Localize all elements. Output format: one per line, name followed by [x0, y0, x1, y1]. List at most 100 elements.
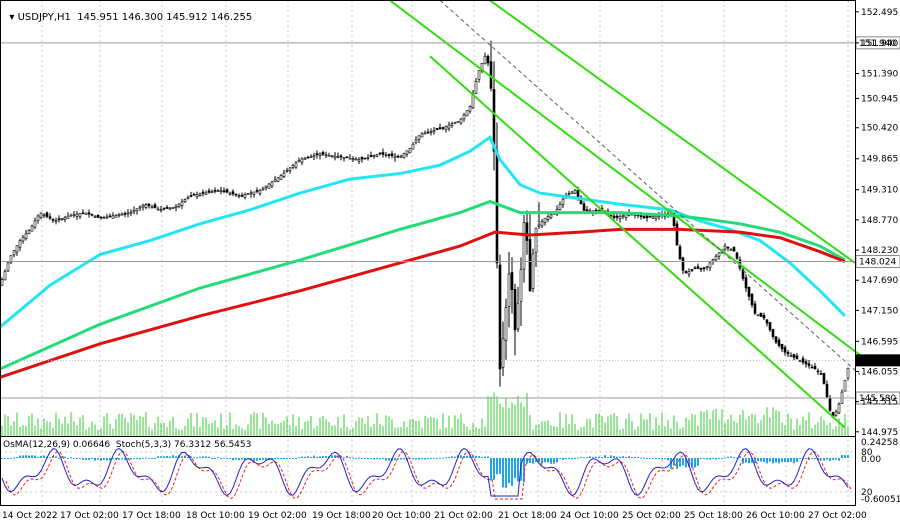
- osma-bar: [112, 458, 114, 460]
- osma-bar: [430, 458, 432, 459]
- time-tick-label: 19 Oct 02:00: [248, 511, 307, 521]
- candle-body: [213, 190, 217, 192]
- candle-body: [9, 255, 13, 263]
- osma-bar: [637, 456, 639, 458]
- candle-body: [354, 158, 358, 161]
- osma-bar: [811, 458, 813, 459]
- candle-body: [432, 130, 436, 133]
- price-tick-label: 145.515: [861, 398, 898, 408]
- osma-bar: [310, 456, 312, 458]
- osma-bar: [772, 458, 774, 464]
- osma-bar: [727, 456, 729, 458]
- candle-body: [132, 210, 136, 213]
- trend-channel-lines: [389, 0, 861, 429]
- osma-bar: [148, 457, 150, 459]
- candle-body: [444, 126, 448, 130]
- candle-body: [759, 312, 763, 317]
- osma-bar: [43, 455, 45, 458]
- osma-bar: [496, 458, 498, 475]
- candle-body: [810, 366, 814, 369]
- candle-body: [246, 193, 250, 195]
- osma-bar: [436, 458, 438, 459]
- candle-body: [120, 213, 124, 216]
- osma-bar: [829, 458, 831, 461]
- osma-bar: [586, 457, 588, 459]
- osma-bar: [550, 458, 552, 464]
- stoch-signal-line: [5, 450, 853, 500]
- candle-body: [693, 267, 697, 270]
- candle-body: [321, 152, 325, 155]
- osma-bar: [463, 456, 465, 458]
- candle-body: [231, 191, 235, 195]
- candle-body: [114, 214, 118, 218]
- osma-bar: [379, 458, 381, 460]
- osma-bar: [193, 457, 195, 459]
- osma-bar: [748, 458, 750, 464]
- candle-body: [369, 154, 373, 157]
- osma-bar: [322, 456, 324, 458]
- candle-body: [681, 257, 685, 271]
- candle-body: [333, 155, 337, 159]
- candle-body: [222, 190, 226, 193]
- osma-bar: [625, 456, 627, 458]
- candle-body: [804, 361, 808, 365]
- candle-body: [546, 216, 550, 220]
- candle-body: [408, 148, 412, 154]
- candle-body: [348, 157, 352, 160]
- osma-bar: [73, 458, 75, 459]
- candle-body: [129, 211, 133, 214]
- osma-bar: [631, 457, 633, 459]
- osma-bar: [394, 458, 396, 461]
- osma-bar: [571, 458, 573, 460]
- candle-body: [66, 215, 70, 219]
- osma-bar: [556, 458, 558, 463]
- osma-bar: [115, 458, 117, 460]
- candle-body: [54, 220, 58, 222]
- candle-body: [237, 195, 241, 197]
- osma-bar: [316, 456, 318, 458]
- osma-bar: [733, 457, 735, 459]
- candle-body: [264, 185, 268, 189]
- candle-body: [486, 55, 490, 64]
- candle-body: [90, 213, 94, 216]
- osma-bar: [499, 458, 501, 474]
- candle-body: [495, 150, 499, 264]
- osma-bar: [202, 456, 204, 458]
- osma-bar: [808, 458, 810, 460]
- osma-bar: [760, 458, 762, 462]
- candle-body: [3, 270, 7, 281]
- candle-body: [108, 215, 112, 218]
- candle-body: [195, 194, 199, 198]
- osma-bar: [175, 456, 177, 458]
- osma-bar: [109, 458, 111, 461]
- indicator-tick-label: 0.00: [861, 455, 881, 465]
- osma-bar: [85, 458, 87, 461]
- candle-body: [531, 253, 535, 289]
- candle-body: [771, 329, 775, 337]
- time-tick-label: 25 Oct 18:00: [684, 511, 743, 521]
- candle-body: [441, 127, 445, 129]
- candle-body: [126, 212, 130, 215]
- osma-bar: [487, 456, 489, 458]
- osma-bar: [754, 458, 756, 464]
- osma-bar: [304, 456, 306, 458]
- osma-bar: [466, 455, 468, 458]
- candle-body: [105, 216, 109, 219]
- osma-bar: [415, 458, 417, 460]
- indicator-tick-label: -0.60051: [861, 495, 900, 505]
- candle-body: [267, 183, 271, 189]
- osma-bar: [604, 455, 606, 458]
- candle-body: [81, 212, 85, 215]
- candle-body: [615, 215, 619, 218]
- candle-body: [537, 224, 541, 227]
- osma-bar: [4, 458, 6, 459]
- candle-body: [78, 213, 82, 217]
- osma-bar: [838, 458, 840, 461]
- osma-bar: [649, 458, 651, 459]
- candle-body: [18, 240, 22, 248]
- osma-bar: [823, 458, 825, 461]
- candle-body: [24, 233, 28, 239]
- osma-bar: [10, 457, 12, 459]
